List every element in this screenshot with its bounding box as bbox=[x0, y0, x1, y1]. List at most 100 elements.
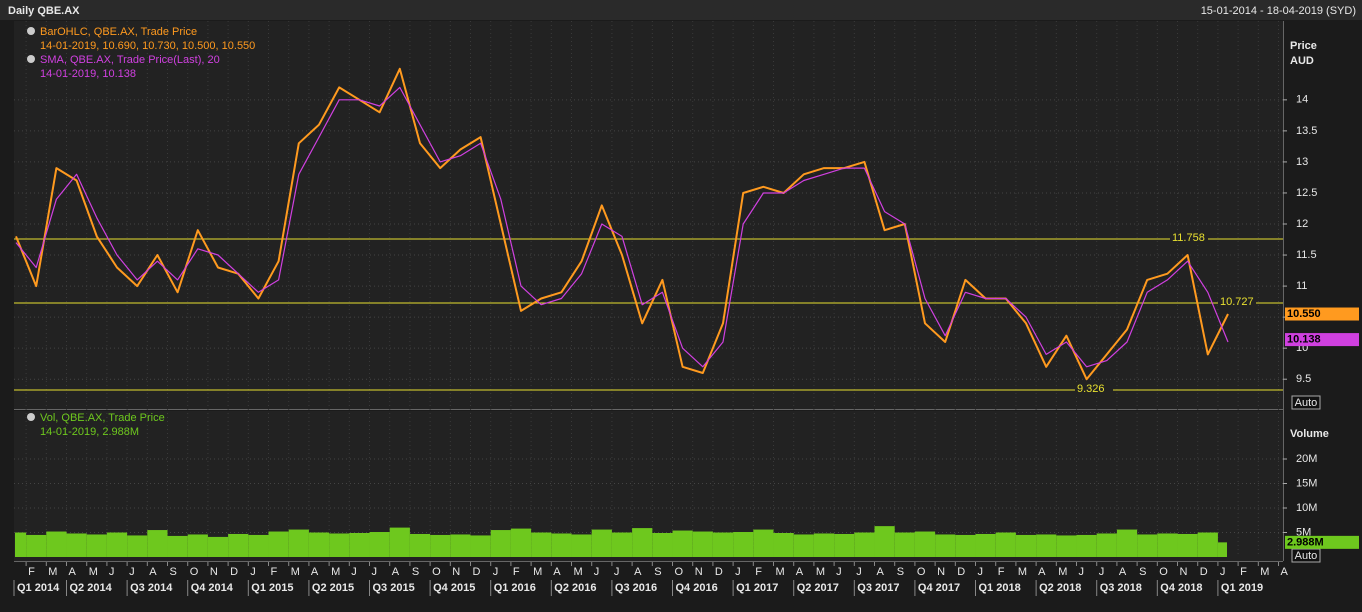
scale-mode[interactable]: Auto bbox=[1295, 550, 1318, 562]
month-label: J bbox=[129, 566, 135, 578]
legend-name: Vol, QBE.AX, Trade Price bbox=[40, 412, 165, 424]
month-label: A bbox=[1038, 566, 1046, 578]
month-label: S bbox=[654, 566, 661, 578]
volume-bar bbox=[733, 532, 754, 557]
legend-icon bbox=[27, 55, 35, 63]
quarter-label: Q3 2015 bbox=[373, 582, 415, 594]
volume-bar bbox=[26, 534, 47, 557]
quarter-label: Q2 2014 bbox=[70, 582, 113, 594]
volume-bar bbox=[591, 529, 612, 557]
month-label: N bbox=[1180, 566, 1188, 578]
legend-name: SMA, QBE.AX, Trade Price(Last), 20 bbox=[40, 54, 220, 66]
volume-bar bbox=[147, 530, 168, 557]
month-label: A bbox=[392, 566, 400, 578]
volume-bar bbox=[15, 532, 27, 557]
month-label: J bbox=[594, 566, 600, 578]
volume-bar bbox=[652, 532, 673, 557]
level-label: 9.326 bbox=[1077, 383, 1105, 395]
month-label: A bbox=[796, 566, 804, 578]
month-label: S bbox=[1139, 566, 1146, 578]
month-label: J bbox=[351, 566, 357, 578]
scale-button[interactable] bbox=[1291, 395, 1321, 410]
month-label: J bbox=[372, 566, 378, 578]
month-label: J bbox=[1099, 566, 1105, 578]
y-tick-label: 12 bbox=[1296, 218, 1308, 230]
volume-bar bbox=[692, 531, 713, 557]
volume-bar bbox=[308, 532, 330, 557]
volume-bar bbox=[672, 530, 693, 557]
last-volume-box bbox=[1285, 535, 1359, 549]
month-label: A bbox=[634, 566, 642, 578]
y-tick-label: 11 bbox=[1296, 280, 1307, 292]
volume-bar bbox=[793, 534, 814, 557]
volume-bar bbox=[248, 534, 269, 557]
volume-bar bbox=[490, 530, 511, 557]
volume-bar bbox=[268, 531, 289, 557]
month-label: O bbox=[432, 566, 441, 578]
quarter-label: Q2 2016 bbox=[554, 582, 596, 594]
volume-bar bbox=[935, 534, 956, 557]
volume-bar bbox=[551, 533, 572, 557]
volume-bar bbox=[632, 528, 653, 557]
volume-bar bbox=[1015, 534, 1037, 557]
volume-bar bbox=[409, 533, 431, 557]
volume-bar bbox=[571, 534, 592, 557]
month-label: M bbox=[574, 566, 583, 578]
volume-tick-label: 20M bbox=[1296, 453, 1317, 465]
scale-button[interactable] bbox=[1291, 548, 1321, 563]
month-label: O bbox=[1159, 566, 1168, 578]
y-tick-label: 14 bbox=[1296, 94, 1308, 106]
month-label: J bbox=[250, 566, 256, 578]
volume-bar bbox=[430, 534, 451, 557]
volume-bar bbox=[369, 532, 390, 557]
month-label: A bbox=[69, 566, 77, 578]
month-label: M bbox=[1058, 566, 1067, 578]
last-price-box bbox=[1285, 307, 1359, 321]
month-label: M bbox=[776, 566, 785, 578]
month-label: A bbox=[877, 566, 885, 578]
quarter-label: Q4 2015 bbox=[433, 582, 475, 594]
legend-icon bbox=[27, 413, 35, 421]
volume-bar bbox=[854, 532, 875, 557]
volume-bar bbox=[106, 532, 128, 557]
volume-bar bbox=[167, 535, 188, 557]
legend-name: BarOHLC, QBE.AX, Trade Price bbox=[40, 26, 197, 38]
y-tick-label: 9.5 bbox=[1296, 373, 1311, 385]
volume-bar bbox=[712, 532, 734, 557]
volume-bar bbox=[510, 528, 532, 557]
chart-title: Daily QBE.AX bbox=[8, 5, 80, 17]
month-label: F bbox=[271, 566, 278, 578]
last-volume: 2.988M bbox=[1287, 536, 1324, 548]
level-label-bg bbox=[1218, 297, 1256, 310]
volume-bar bbox=[187, 534, 208, 557]
month-label: F bbox=[998, 566, 1005, 578]
volume-bar bbox=[914, 531, 936, 557]
y-axis-label: Price bbox=[1290, 40, 1317, 52]
month-label: A bbox=[1119, 566, 1127, 578]
quarter-label: Q4 2016 bbox=[676, 582, 718, 594]
quarter-label: Q3 2017 bbox=[857, 582, 899, 594]
y-axis-unit: AUD bbox=[1290, 55, 1314, 67]
volume-bar bbox=[450, 534, 471, 557]
scale-mode[interactable]: Auto bbox=[1295, 397, 1318, 409]
month-label: A bbox=[1281, 566, 1289, 578]
month-label: A bbox=[311, 566, 319, 578]
month-label: J bbox=[978, 566, 984, 578]
volume-tick-label: 5M bbox=[1296, 526, 1311, 538]
month-label: N bbox=[210, 566, 218, 578]
volume-bar bbox=[127, 535, 148, 557]
month-label: S bbox=[897, 566, 904, 578]
month-label: J bbox=[614, 566, 620, 578]
y-tick-label: 12.5 bbox=[1296, 187, 1317, 199]
month-label: F bbox=[755, 566, 762, 578]
volume-bar bbox=[228, 533, 249, 557]
volume-bar bbox=[288, 529, 309, 557]
month-label: M bbox=[48, 566, 57, 578]
volume-bar bbox=[834, 533, 855, 557]
volume-bar bbox=[470, 535, 491, 557]
month-label: D bbox=[230, 566, 238, 578]
volume-bar bbox=[1116, 529, 1138, 557]
month-label: J bbox=[856, 566, 862, 578]
month-label: N bbox=[937, 566, 945, 578]
